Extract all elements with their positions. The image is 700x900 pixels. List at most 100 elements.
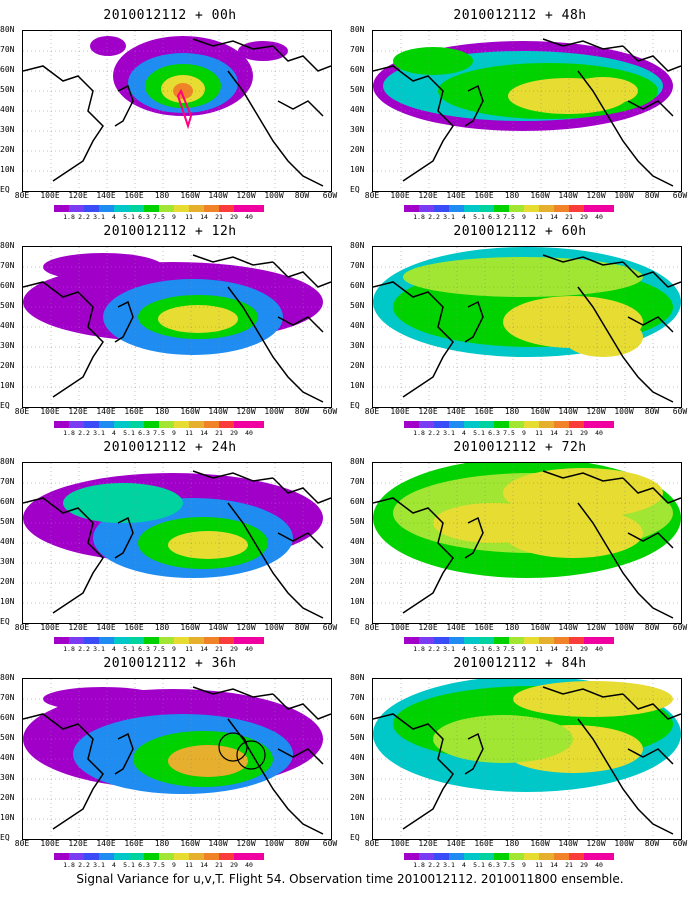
colorbar-swatch xyxy=(159,853,174,860)
colorbar-swatch xyxy=(599,637,614,644)
colorbar-swatch xyxy=(509,853,524,860)
longitude-label: 80E xyxy=(14,623,30,632)
latitude-label: 10N xyxy=(350,813,365,822)
colorbar-swatch xyxy=(189,637,204,644)
latitude-label: 50N xyxy=(0,85,15,94)
colorbar-swatch xyxy=(524,853,539,860)
colorbar-label: 9 xyxy=(522,861,526,869)
longitude-label: 160E xyxy=(474,191,494,200)
coastline xyxy=(114,732,134,775)
variance-map xyxy=(372,30,682,192)
colorbar-label: 4 xyxy=(462,429,466,437)
colorbar-swatch xyxy=(449,421,464,428)
colorbar-label: 5.1 xyxy=(473,213,485,221)
longitude-label: 80E xyxy=(364,623,380,632)
longitude-label: 80W xyxy=(294,623,310,632)
colorbar-swatch xyxy=(464,421,479,428)
longitude-axis: 80E 100E 120E 140E 160E 180 160W 140W 120W 100W 80… xyxy=(10,407,342,417)
coastline xyxy=(542,470,624,482)
colorbar-label: 1.8 xyxy=(413,213,425,221)
colorbar-swatch xyxy=(419,853,434,860)
colorbar-swatch xyxy=(494,421,509,428)
colorbar-swatch xyxy=(189,205,204,212)
colorbar-swatch xyxy=(434,853,449,860)
latitude-label: 10N xyxy=(350,165,365,174)
latitude-label: 60N xyxy=(350,497,365,506)
longitude-axis: 80E 100E 120E 140E 160E 180 160W 140W 120W 100W 80… xyxy=(360,623,692,633)
colorbar-swatch xyxy=(84,421,99,428)
colorbar-swatch xyxy=(599,853,614,860)
colorbar-label: 5.1 xyxy=(473,861,485,869)
colorbar-label: 1.8 xyxy=(413,429,425,437)
colorbar-label: 2.2 xyxy=(78,861,90,869)
colorbar xyxy=(404,853,614,860)
variance-contour xyxy=(158,305,238,333)
colorbar-labels: 1.8 2.2 3.1 4 5.1 6.3 7.5 9 11 14 21 29 40 xyxy=(404,213,674,221)
latitude-label: 20N xyxy=(350,145,365,154)
latitude-label: 30N xyxy=(350,773,365,782)
colorbar-label: 14 xyxy=(200,213,208,221)
colorbar-label: 1.8 xyxy=(413,861,425,869)
colorbar-label: 5.1 xyxy=(123,645,135,653)
longitude-axis: 80E 100E 120E 140E 160E 180 160W 140W 120W 100W 80… xyxy=(10,839,342,849)
variance-contour xyxy=(568,77,638,105)
colorbar-label: 3.1 xyxy=(93,861,105,869)
figure-caption: Signal Variance for u,v,T. Flight 54. Ob… xyxy=(76,872,624,886)
latitude-label: 70N xyxy=(350,45,365,54)
colorbar-label: 29 xyxy=(230,213,238,221)
colorbar-swatch xyxy=(144,421,159,428)
colorbar-swatch xyxy=(84,853,99,860)
colorbar-swatch xyxy=(494,205,509,212)
longitude-label: 160E xyxy=(124,191,144,200)
longitude-label: 80E xyxy=(364,191,380,200)
longitude-label: 120E xyxy=(418,407,438,416)
longitude-label: 140W xyxy=(208,191,228,200)
colorbar-swatch xyxy=(434,421,449,428)
map-canvas xyxy=(373,31,681,191)
latitude-label: 60N xyxy=(0,65,15,74)
colorbar-swatch xyxy=(189,421,204,428)
colorbar-swatch xyxy=(174,853,189,860)
colorbar-swatch xyxy=(599,421,614,428)
longitude-label: 100W xyxy=(264,407,284,416)
latitude-label: 80N xyxy=(350,241,365,250)
longitude-label: 80W xyxy=(294,839,310,848)
map-panel: 2010012112 + 36h 80N 70N 60N 50N 40N 30N 20N 10N… xyxy=(0,648,342,869)
coastline xyxy=(577,718,674,835)
colorbar-swatch xyxy=(174,637,189,644)
colorbar-label: 40 xyxy=(245,645,253,653)
latitude-label: 10N xyxy=(0,813,15,822)
coastline xyxy=(23,65,104,182)
colorbar-swatch xyxy=(159,637,174,644)
colorbar-swatch xyxy=(144,637,159,644)
colorbar-swatch xyxy=(524,421,539,428)
latitude-label: 30N xyxy=(350,125,365,134)
longitude-label: 60W xyxy=(322,839,338,848)
variance-contour xyxy=(503,468,663,518)
coastline xyxy=(373,713,454,830)
longitude-axis: 80E 100E 120E 140E 160E 180 160W 140W 120W 100W 80… xyxy=(360,407,692,417)
colorbar-swatch xyxy=(234,637,249,644)
colorbar-swatch xyxy=(219,205,234,212)
coastline xyxy=(272,261,331,288)
longitude-label: 120E xyxy=(68,623,88,632)
longitude-label: 80E xyxy=(14,839,30,848)
colorbar-label: 7.5 xyxy=(153,213,165,221)
longitude-label: 180 xyxy=(504,623,520,632)
colorbar-swatch xyxy=(404,637,419,644)
colorbar xyxy=(404,421,614,428)
colorbar-labels: 1.8 2.2 3.1 4 5.1 6.3 7.5 9 11 14 21 29 40 xyxy=(54,213,324,221)
longitude-label: 100W xyxy=(614,191,634,200)
latitude-label: 50N xyxy=(0,733,15,742)
longitude-label: 160W xyxy=(180,623,200,632)
panel-title: 2010012112 + 00h xyxy=(103,8,237,23)
colorbar-label: 40 xyxy=(245,429,253,437)
map-panel: 2010012112 + 24h 80N 70N 60N 50N 40N 30N 20N 10N… xyxy=(0,432,340,653)
colorbar-label: 40 xyxy=(595,645,603,653)
colorbar-swatch xyxy=(494,637,509,644)
longitude-label: 160W xyxy=(530,623,550,632)
colorbar-swatch xyxy=(479,205,494,212)
colorbar-swatch xyxy=(509,637,524,644)
colorbar-swatch xyxy=(204,205,219,212)
colorbar-label: 21 xyxy=(215,429,223,437)
